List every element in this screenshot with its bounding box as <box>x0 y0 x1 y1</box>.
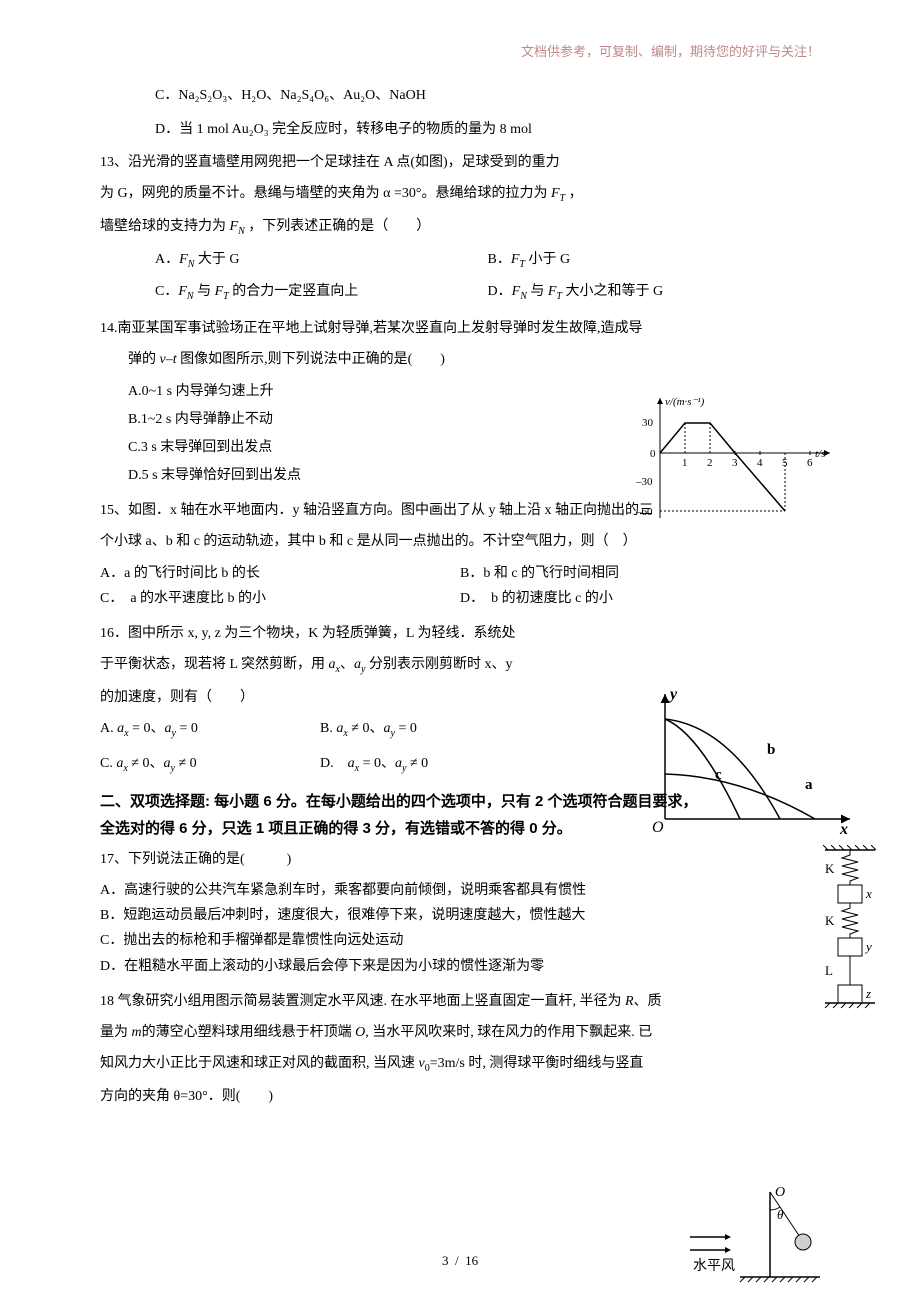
page-container: 文档供参考，可复制、编制，期待您的好评与关注！ C．Na₂S₂O₃、H₂O、Na… <box>0 0 920 1302</box>
q14-stem2: 弹的 v–t 图像如图所示,则下列说法中正确的是( ) <box>100 347 648 372</box>
svg-text:O: O <box>775 1185 785 1200</box>
svg-text:2: 2 <box>707 457 713 469</box>
q14-stem1: 14.南亚某国军事试验场正在平地上试射导弹,若某次竖直向上发射导弹时发生故障,造… <box>100 316 820 341</box>
page-number: 3 / 16 <box>0 1249 920 1272</box>
svg-text:3: 3 <box>732 457 738 469</box>
q17-optC: C．抛出去的标枪和手榴弹都是靠惯性向远处运动 <box>100 928 820 953</box>
svg-text:c: c <box>715 767 722 783</box>
q18: 18 气象研究小组用图示简易装置测定水平风速. 在水平地面上竖直固定一直杆, 半… <box>100 989 820 1109</box>
q16-optA: A. ax = 0、ay = 0 <box>100 716 320 743</box>
svg-text:O: O <box>652 819 664 836</box>
q15-stem2: 个小球 a、b 和 c 的运动轨迹，其中 b 和 c 是从同一点抛出的。不计空气… <box>100 529 820 554</box>
xy-trajectory-graph: O x y a b c <box>640 684 860 844</box>
svg-text:L: L <box>825 963 833 978</box>
q16-optB: B. ax ≠ 0、ay = 0 <box>320 716 540 743</box>
q17: 17、下列说法正确的是( ) A．高速行驶的公共汽车紧急刹车时，乘客都要向前倾倒… <box>100 847 820 979</box>
page-sep: / <box>452 1253 462 1268</box>
q18-line2: 量为 m的薄空心塑料球用细线悬于杆顶端 O, 当水平风吹来时, 球在风力的作用下… <box>100 1020 820 1045</box>
svg-text:b: b <box>767 742 775 758</box>
svg-text:θ: θ <box>777 1207 784 1222</box>
q15-optC: C． a 的水平速度比 b 的小 <box>100 586 460 611</box>
q13-line2: 为 G，网兜的质量不计。悬绳与墙壁的夹角为 α =30°。悬绳给球的拉力为 FT… <box>100 181 820 208</box>
q15-optD: D． b 的初速度比 c 的小 <box>460 586 820 611</box>
q13-optA: A．FN 大于 G <box>155 247 488 274</box>
svg-text:K: K <box>825 861 835 876</box>
q15-optB: B．b 和 c 的飞行时间相同 <box>460 561 820 586</box>
svg-text:a: a <box>805 777 813 793</box>
svg-text:0: 0 <box>650 448 656 460</box>
q18-line1: 18 气象研究小组用图示简易装置测定水平风速. 在水平地面上竖直固定一直杆, 半… <box>100 989 820 1014</box>
svg-text:x: x <box>865 886 872 901</box>
svg-text:z: z <box>865 986 871 1001</box>
q15-optA: A．a 的飞行时间比 b 的长 <box>100 561 460 586</box>
q17-optD: D．在粗糙水平面上滚动的小球最后会停下来是因为小球的惯性逐渐为零 <box>100 954 820 979</box>
q13-line1: 13、沿光滑的竖直墙壁用网兜把一个足球挂在 A 点(如图)，足球受到的重力 <box>100 150 820 175</box>
svg-text:y: y <box>864 939 872 954</box>
q13-optD: D．FN 与 FT 大小之和等于 G <box>488 279 821 306</box>
section2-title: 二、双项选择题: 每小题 6 分。在每小题给出的四个选项中，只有 2 个选项符合… <box>100 788 700 842</box>
wind-diagram: O θ 水平风 <box>685 1182 825 1292</box>
q18-line3: 知风力大小正比于风速和球正对风的截面积, 当风速 v0=3m/s 时, 测得球平… <box>100 1051 820 1078</box>
q16-stem1: 16．图中所示 x, y, z 为三个物块，K 为轻质弹簧，L 为轻线．系统处 <box>100 621 620 646</box>
q17-optA: A．高速行驶的公共汽车紧急刹车时，乘客都要向前倾倒，说明乘客都具有惯性 <box>100 878 820 903</box>
q18-line4: 方向的夹角 θ=30°．则( ) <box>100 1084 820 1109</box>
svg-text:y: y <box>668 686 678 703</box>
q16-optC: C. ax ≠ 0、ay ≠ 0 <box>100 751 320 778</box>
q12-optC: C．Na₂S₂O₃、H₂O、Na₂S₄O₆、Au₂O、NaOH <box>100 83 820 108</box>
svg-text:t/s: t/s <box>815 448 825 460</box>
page-current: 3 <box>442 1253 449 1268</box>
q17-stem: 17、下列说法正确的是( ) <box>100 847 820 872</box>
svg-text:30: 30 <box>642 417 654 429</box>
q13-optB: B．FT 小于 G <box>488 247 821 274</box>
page-total: 16 <box>465 1253 478 1268</box>
spring-diagram: K x K y L z <box>820 845 880 1035</box>
q16-stem2: 于平衡状态，现若将 L 突然剪断，用 ax、ay 分别表示刚剪断时 x、y <box>100 652 620 679</box>
q13-optC: C．FN 与 FT 的合力一定竖直向上 <box>155 279 488 306</box>
q17-optB: B．短跑运动员最后冲刺时，速度很大，很难停下来，说明速度越大，惯性越大 <box>100 903 820 928</box>
vt-graph: 30 0 –30 –60 1 2 3 4 5 6 t/s v/(m·s⁻¹) <box>630 393 840 523</box>
svg-text:v/(m·s⁻¹): v/(m·s⁻¹) <box>665 396 705 408</box>
q13: 13、沿光滑的竖直墙壁用网兜把一个足球挂在 A 点(如图)，足球受到的重力 为 … <box>100 150 820 306</box>
header-note: 文档供参考，可复制、编制，期待您的好评与关注！ <box>100 40 820 63</box>
q12-optD: D．当 1 mol Au₂O₃ 完全反应时，转移电子的物质的量为 8 mol <box>100 117 820 142</box>
svg-text:6: 6 <box>807 457 813 469</box>
svg-text:1: 1 <box>682 457 688 469</box>
q16-optD: D. ax = 0、ay ≠ 0 <box>320 751 540 778</box>
q13-line3: 墙壁给球的支持力为 FN ，下列表述正确的是（ ） <box>100 214 820 241</box>
svg-text:–60: –60 <box>635 506 653 518</box>
svg-text:4: 4 <box>757 457 763 469</box>
svg-text:x: x <box>839 821 848 838</box>
svg-text:–30: –30 <box>635 476 653 488</box>
svg-text:K: K <box>825 913 835 928</box>
